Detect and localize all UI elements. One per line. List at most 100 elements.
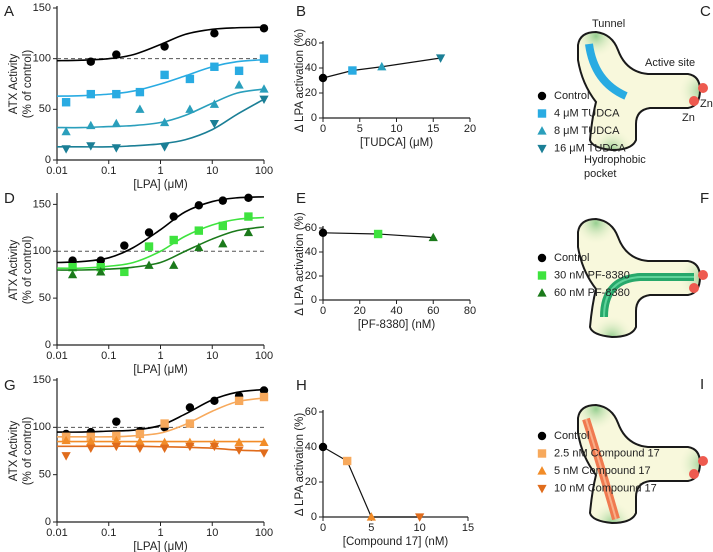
data-point: [86, 89, 96, 99]
legend-marker: [537, 144, 547, 154]
y-tick-label: 100: [33, 421, 51, 433]
x-tick-label: 20: [354, 305, 366, 317]
data-point: [135, 444, 145, 453]
legend-label: 16 μM TUDCA: [554, 142, 626, 154]
legend-marker: [537, 271, 547, 280]
y-tick-label: 100: [33, 53, 51, 65]
label: Zn: [700, 98, 713, 110]
panel-letter: D: [4, 190, 15, 207]
x-tick-label: 0: [320, 123, 326, 135]
x-tick-label: 0.1: [101, 165, 116, 177]
panel-letter: E: [296, 190, 306, 207]
panel-letter: F: [700, 190, 709, 207]
x-tick-label: 10: [206, 527, 218, 539]
y-tick-label: 0: [311, 112, 317, 124]
x-tick-label: 0.01: [46, 165, 67, 177]
fit-curve: [56, 226, 265, 271]
data-point: [86, 444, 96, 453]
data-point: [234, 66, 244, 76]
data-point: [210, 62, 219, 71]
data-point: [259, 437, 269, 447]
zn-ion: [698, 83, 708, 93]
data-point: [218, 221, 228, 231]
data-point: [259, 386, 269, 395]
x-tick-label: 0.1: [101, 527, 116, 539]
data-point: [185, 442, 195, 452]
y-tick-label: 50: [39, 292, 51, 304]
legend-label: 30 nM PF-8380: [554, 269, 630, 281]
y-tick-label: 150: [33, 2, 51, 14]
y-axis-label: (% of control): [22, 236, 34, 305]
data-point: [234, 396, 244, 406]
zn-ion: [689, 469, 699, 479]
x-axis-label: [PF-8380] (nM): [358, 319, 435, 331]
data-point: [169, 235, 178, 245]
x-tick-label: 10: [414, 522, 426, 534]
panel-letter: C: [700, 3, 711, 20]
y-tick-label: 0: [45, 339, 51, 351]
y-tick-label: 20: [305, 87, 317, 99]
x-tick-label: 1: [157, 527, 163, 539]
y-tick-label: 0: [45, 154, 51, 166]
x-tick-label: 40: [390, 305, 402, 317]
x-tick-label: 20: [464, 123, 476, 135]
x-tick-label: 5: [357, 123, 363, 135]
x-axis-label: [Compound 17] (nM): [343, 536, 449, 548]
data-point: [342, 456, 352, 466]
data-point: [259, 449, 269, 458]
x-tick-label: 0.01: [46, 527, 67, 539]
y-tick-label: 20: [305, 476, 317, 488]
tunnel-core: [603, 276, 694, 318]
data-point: [194, 242, 204, 252]
data-point: [160, 419, 169, 428]
legend-label: 4 μM TUDCA: [554, 107, 620, 119]
data-point: [209, 119, 220, 129]
data-point: [159, 437, 170, 447]
data-point: [244, 212, 253, 221]
data-point: [169, 212, 178, 221]
data-point: [112, 50, 121, 59]
connecting-line: [322, 446, 420, 518]
diagram-i: I: [577, 376, 708, 524]
legend-label: Control: [554, 90, 589, 102]
data-point: [68, 256, 77, 265]
tunnel: [585, 43, 628, 100]
x-tick-label: 1: [157, 165, 163, 177]
x-tick-label: 10: [206, 165, 218, 177]
x-tick-label: 15: [427, 123, 439, 135]
fit-curve: [56, 216, 265, 270]
data-point: [366, 512, 376, 521]
y-tick-label: 60: [305, 406, 317, 418]
x-axis-label: [LPA] (μM): [133, 179, 188, 191]
legend-marker: [537, 253, 547, 263]
x-tick-label: 10: [206, 350, 218, 362]
data-point: [86, 142, 96, 151]
y-axis-label: ATX Activity: [8, 54, 20, 115]
y-tick-label: 60: [305, 222, 317, 234]
x-tick-label: 100: [255, 165, 273, 177]
legend-marker: [537, 431, 547, 441]
label: Zn: [682, 112, 695, 124]
zn-ion: [689, 96, 699, 106]
y-axis-label: ATX Activity: [8, 240, 20, 301]
data-point: [348, 66, 357, 75]
y-tick-label: 40: [305, 62, 317, 74]
data-point: [68, 262, 77, 272]
data-point: [159, 143, 170, 152]
data-point: [120, 241, 129, 250]
data-point: [194, 226, 204, 235]
data-point: [259, 84, 269, 93]
y-axis-label: Δ LPA activation (%): [294, 212, 306, 316]
y-tick-label: 100: [33, 245, 51, 257]
x-tick-label: 0.1: [101, 350, 116, 362]
data-point: [318, 228, 328, 237]
x-axis-label: [LPA] (μM): [133, 364, 188, 376]
data-point: [144, 242, 154, 251]
data-point: [185, 104, 195, 113]
legend-label: 5 nM Compound 17: [554, 465, 651, 477]
legend-label: Control: [554, 252, 589, 264]
x-axis-label: [LPA] (μM): [133, 541, 188, 552]
data-point: [120, 267, 129, 277]
legend-label: 2.5 nM Compound 17: [554, 447, 660, 459]
